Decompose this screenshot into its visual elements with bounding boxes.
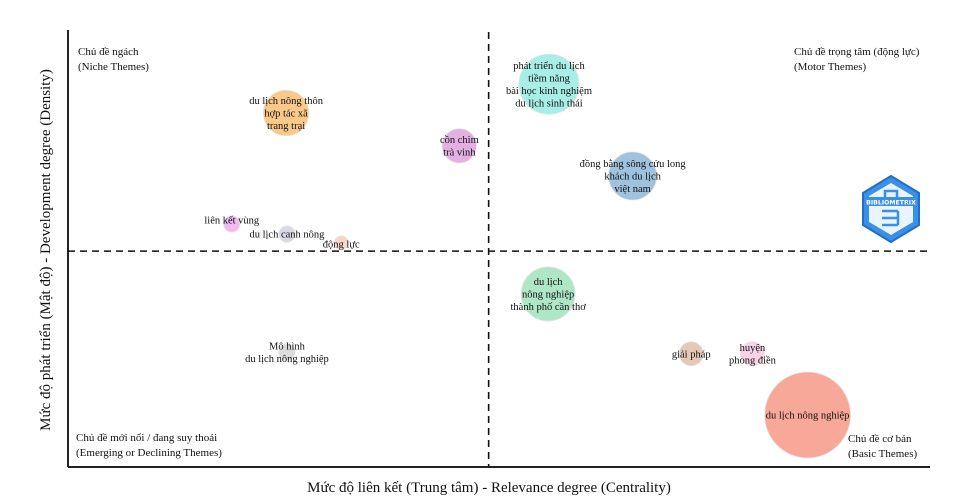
x-axis-title: Mức độ liên kết (Trung tâm) - Relevance … [307, 480, 671, 496]
bubble-point: giải pháp [672, 341, 711, 367]
bubble-label: du lịch nông thôn [249, 96, 324, 107]
bubble-point: động lực [323, 235, 360, 251]
quadrant-subtitle: (Basic Themes) [848, 448, 917, 460]
bubble-mark [441, 128, 477, 164]
bubble-label: nông nghiệp [522, 289, 574, 300]
bubble-label: du lịch canh nông [249, 230, 325, 241]
bubble-label: cồn chim [440, 135, 479, 146]
quadrant-subtitle: (Emerging or Declining Themes) [76, 447, 222, 459]
bubble-mark [278, 225, 296, 243]
bubble-label: liên kết vùng [204, 216, 260, 227]
bubble-label: huyện [740, 343, 766, 354]
quadrant-label-emerging: Chủ đề mới nổi / đang suy thoái (Emergin… [76, 432, 222, 459]
bubble-label: giải pháp [672, 349, 711, 360]
bubble-point: huyện phong điền [729, 341, 777, 367]
bubble-mark [678, 341, 704, 367]
quadrant-label-motor: Chủ đề trọng tâm (động lực) (Motor Theme… [794, 46, 920, 73]
bubble-label: đồng bằng sông cửu long [580, 159, 687, 170]
bubble-label: du lịch nông nghiệp [245, 354, 329, 365]
bubble-point: liên kết vùng [204, 215, 260, 233]
bubble-label: động lực [323, 239, 360, 250]
bubble-label: phong điền [729, 356, 777, 367]
quadrant-label-niche: Chủ đề ngách (Niche Themes) [78, 46, 149, 73]
bubble-label: bài học kinh nghiệm [506, 86, 592, 97]
bubble-mark [518, 53, 580, 115]
bubble-point: cồn chim trà vinh [440, 128, 479, 164]
quadrant-title: Chủ đề cơ bản [848, 433, 912, 445]
bubble-label: việt nam [614, 184, 650, 195]
bubble-label: thành phố cần thơ [511, 302, 587, 313]
bubble-label: du lịch nông nghiệp [766, 410, 850, 421]
bubble-label: trà vinh [443, 148, 476, 159]
quadrant-title: Chủ đề ngách [78, 46, 139, 58]
bubble-mark [223, 215, 241, 233]
quadrant-subtitle: (Niche Themes) [78, 61, 149, 73]
bubble-point: Mô hình du lịch nông nghiệp [245, 341, 329, 365]
quadrant-label-basic: Chủ đề cơ bản (Basic Themes) [848, 433, 917, 460]
bubble-label: phát triển du lịch [513, 61, 585, 72]
bubble-mark [333, 235, 349, 251]
bubble-label: du lịch sinh thái [515, 98, 582, 109]
quadrant-title: Chủ đề mới nổi / đang suy thoái [76, 432, 217, 444]
y-axis-title: Mức độ phát triển (Mật độ) - Development… [38, 69, 54, 431]
bubble-label: trang trại [267, 121, 305, 132]
bubble-point: du lịch canh nông [249, 225, 325, 243]
bubble-label: Mô hình [269, 341, 306, 352]
bubble-label: du lịch [534, 277, 564, 288]
logo-text: BIBLIOMETRIX [866, 200, 916, 207]
quadrant-subtitle: (Motor Themes) [794, 61, 867, 73]
bubble-mark [278, 343, 296, 361]
bubble-mark [764, 371, 851, 459]
bubble-point: du lịch nông nghiệp [764, 371, 851, 459]
bubble-mark [739, 341, 765, 367]
bibliometrix-logo: BIBLIOMETRIX [862, 174, 920, 244]
bubble-mark [262, 89, 310, 137]
bubble-label: tiềm năng [528, 73, 570, 84]
bubble-label: hợp tác xã [264, 109, 308, 120]
quadrant-title: Chủ đề trọng tâm (động lực) [794, 46, 920, 58]
bubble-label: khách du lịch [604, 171, 661, 182]
bubble-mark [608, 151, 658, 201]
bubble-mark [520, 266, 576, 322]
